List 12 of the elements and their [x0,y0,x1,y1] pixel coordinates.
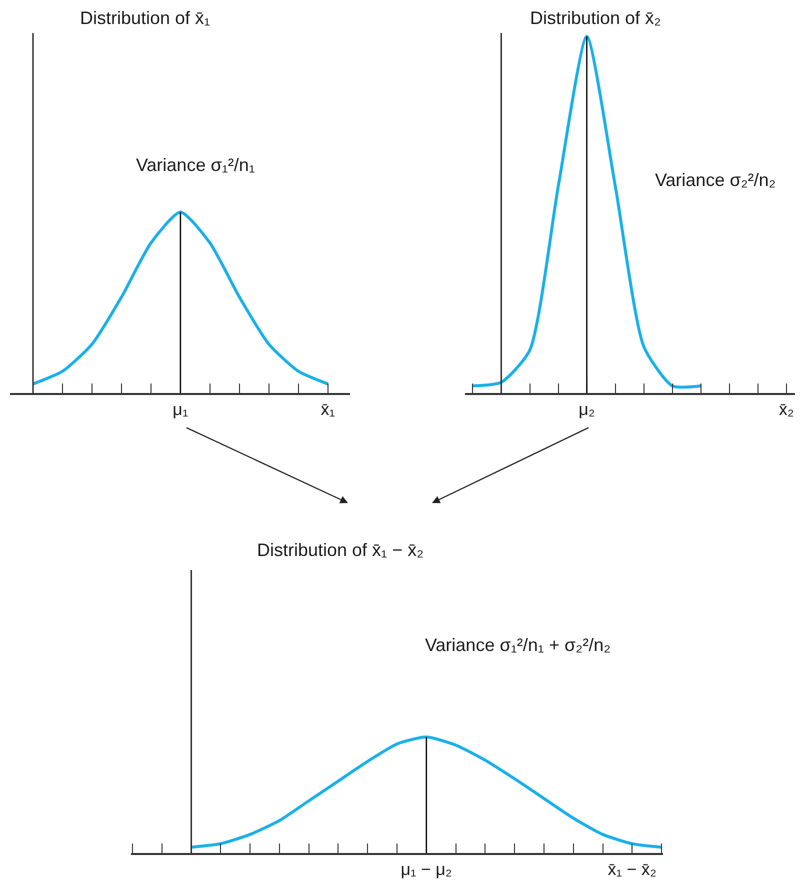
chart-title: Distribution of x̄₁ [80,8,210,28]
x-tick-label: μ₂ [578,400,595,420]
x-tick-label: x̄₂ [778,400,794,420]
text: Variance σ₁²/n₁ [136,155,255,175]
chart-title: Distribution of x̄₁ − x̄₂ [257,540,424,560]
chart-title: Distribution of x̄₂ [530,8,662,28]
x-tick-label: x̄₁ − x̄₂ [608,860,656,880]
x-tick-label: μ₁ [172,400,188,420]
annotation: Variance σ₂²/n₂ [655,170,776,190]
x-tick-label: μ₁ − μ₂ [400,860,452,880]
text: Variance σ₁²/n₁ + σ₂²/n₂ [425,635,611,655]
x-tick-label: x̄₁ [320,400,336,420]
